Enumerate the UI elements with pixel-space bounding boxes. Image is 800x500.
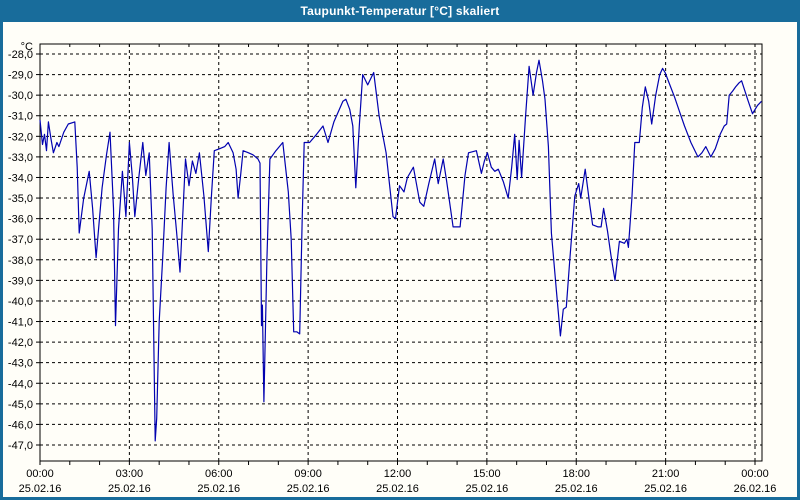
x-tick-time: 09:00 <box>294 468 322 480</box>
plot-border <box>39 43 763 462</box>
x-tick-date: 26.02.16 <box>734 483 777 495</box>
y-tick-label: -35,0 <box>8 193 33 205</box>
x-tick-date: 25.02.16 <box>644 483 687 495</box>
x-tick-date: 25.02.16 <box>108 483 151 495</box>
y-tick-label: -36,0 <box>8 214 33 226</box>
y-tick-label: -41,0 <box>8 317 33 329</box>
y-tick-label: -28,0 <box>8 49 33 61</box>
x-tick-time: 15:00 <box>473 468 501 480</box>
y-tick-label: -32,0 <box>8 131 33 143</box>
x-tick-date: 25.02.16 <box>19 483 62 495</box>
x-tick-date: 25.02.16 <box>287 483 330 495</box>
y-tick-label: -33,0 <box>8 152 33 164</box>
y-tick-label: -34,0 <box>8 172 33 184</box>
y-tick-label: -42,0 <box>8 337 33 349</box>
y-tick-label: -45,0 <box>8 399 33 411</box>
y-tick-label: -38,0 <box>8 255 33 267</box>
x-tick-date: 25.02.16 <box>376 483 419 495</box>
y-tick-label: -46,0 <box>8 419 33 431</box>
y-tick-label: -39,0 <box>8 275 33 287</box>
x-tick-date: 25.02.16 <box>555 483 598 495</box>
x-tick-time: 06:00 <box>205 468 233 480</box>
y-tick-label: -47,0 <box>8 440 33 452</box>
y-tick-label: -30,0 <box>8 90 33 102</box>
chart-title: Taupunkt-Temperatur [°C] skaliert <box>300 4 500 18</box>
x-tick-time: 21:00 <box>652 468 680 480</box>
y-tick-label: -44,0 <box>8 378 33 390</box>
y-tick-label: -31,0 <box>8 111 33 123</box>
y-tick-label: -43,0 <box>8 358 33 370</box>
title-bar: Taupunkt-Temperatur [°C] skaliert <box>0 0 800 22</box>
y-tick-label: -40,0 <box>8 296 33 308</box>
y-axis-unit: °C <box>21 41 33 53</box>
x-tick-time: 00:00 <box>741 468 769 480</box>
x-tick-date: 25.02.16 <box>197 483 240 495</box>
y-tick-label: -37,0 <box>8 234 33 246</box>
x-tick-time: 12:00 <box>384 468 412 480</box>
x-tick-date: 25.02.16 <box>465 483 508 495</box>
temperature-line <box>39 59 762 442</box>
x-tick-time: 00:00 <box>26 468 54 480</box>
x-tick-time: 18:00 <box>562 468 590 480</box>
x-tick-time: 03:00 <box>116 468 144 480</box>
y-tick-label: -29,0 <box>8 70 33 82</box>
